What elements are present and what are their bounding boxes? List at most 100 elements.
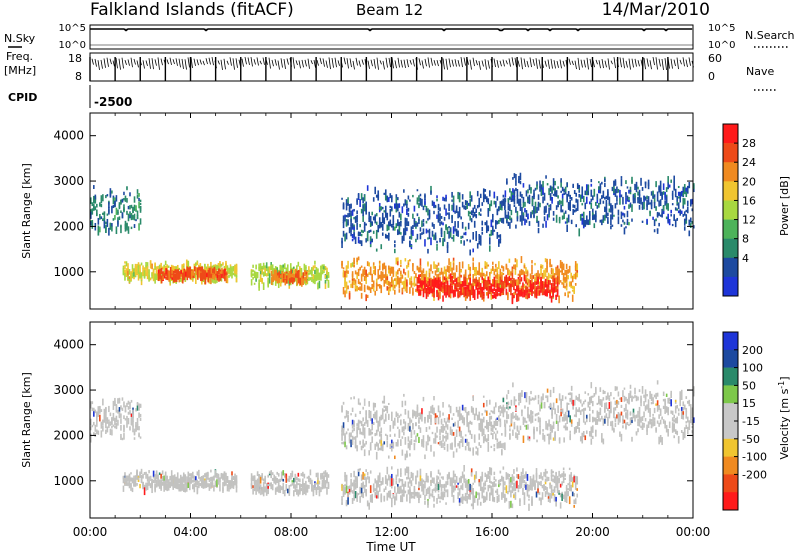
power-cell (565, 269, 568, 278)
velocity-cell (326, 487, 328, 495)
power-cell (428, 228, 431, 234)
power-cell (458, 270, 461, 277)
velocity-cell (565, 486, 568, 490)
velocity-cell (401, 493, 404, 497)
power-cell (566, 224, 568, 232)
velocity-cell (538, 491, 541, 495)
power-cell (677, 196, 680, 199)
power-cell (390, 284, 393, 287)
power-cell (181, 265, 184, 271)
freq-trace-segment (568, 58, 571, 65)
power-cell (321, 264, 324, 269)
power-cell (582, 211, 585, 215)
power-cell (430, 280, 432, 285)
power-cell (189, 269, 192, 275)
freq-tick-top: 18 (68, 52, 82, 65)
freq-trace-segment (127, 59, 130, 66)
velocity-cell (407, 481, 410, 488)
power-cell (524, 201, 526, 207)
velocity-cell (226, 484, 229, 492)
power-cell (534, 187, 537, 191)
velocity-cell (425, 488, 428, 496)
power-cell (398, 280, 401, 289)
velocity-cell (347, 497, 349, 505)
power-cell (671, 190, 674, 193)
velocity-cell (485, 491, 488, 498)
power-cell (512, 192, 514, 199)
power-cell (683, 184, 686, 192)
power-cell (571, 289, 574, 292)
power-cell (225, 272, 228, 276)
velocity-cell (172, 481, 175, 488)
power-cell (102, 218, 104, 222)
velocity-cell (173, 482, 176, 489)
power-cell (397, 269, 399, 275)
velocity-cell (356, 478, 358, 483)
velocity-cell (274, 477, 277, 485)
power-cell (372, 262, 375, 268)
power-cell (493, 287, 496, 291)
power-cell (424, 277, 426, 284)
velocity-cell (351, 482, 354, 487)
velocity-cell (205, 472, 208, 480)
velocity-cell (184, 482, 187, 489)
power-cell (422, 283, 425, 290)
power-cell (397, 206, 399, 209)
power-cell (482, 285, 485, 291)
freq-trace-segment (496, 60, 499, 68)
power-cell (467, 210, 470, 217)
power-cell (433, 234, 435, 240)
power-cell (496, 232, 499, 239)
power-cell (498, 219, 500, 224)
power-cell (499, 276, 502, 283)
velocity-cell (455, 476, 458, 482)
power-cell (495, 293, 497, 299)
power-cell (549, 258, 551, 265)
velocity-cell (305, 487, 307, 493)
freq-trace-segment (451, 59, 454, 67)
power-cell (351, 281, 354, 289)
velocity-cell (392, 478, 395, 486)
velocity-cell (490, 469, 493, 476)
power-cell (221, 267, 223, 272)
power-cell (359, 240, 361, 244)
freq-trace-segment (472, 57, 475, 67)
velocity-cell (252, 485, 254, 489)
power-cell (413, 276, 416, 285)
power-cell (378, 202, 381, 210)
velocity-cell (404, 468, 407, 476)
power-cell (392, 215, 395, 222)
power-cell (545, 220, 547, 228)
freq-trace-segment (679, 59, 682, 65)
power-cell (106, 218, 109, 227)
power-cell (327, 272, 330, 277)
power-cell (541, 264, 544, 269)
power-cell (348, 227, 351, 234)
power-cell (475, 278, 478, 285)
power-cell (401, 235, 404, 244)
power-cell (422, 223, 425, 227)
velocity-cell (573, 476, 576, 483)
power-cell (416, 213, 419, 217)
power-cell (601, 195, 603, 200)
power-cell (490, 292, 493, 297)
velocity-cell (100, 430, 103, 438)
power-cell (575, 208, 578, 212)
power-cell (178, 267, 181, 271)
power-cell (157, 274, 160, 281)
velocity-cell (222, 487, 224, 493)
velocity-cell (139, 475, 141, 478)
velocity-cell (195, 483, 197, 488)
power-cell (443, 276, 446, 280)
power-cell (446, 245, 449, 254)
power-cell (449, 274, 452, 282)
power-cell (501, 292, 503, 296)
power-cell (460, 235, 462, 239)
power-cell (537, 220, 540, 227)
velocity-cell (351, 490, 354, 494)
freq-trace-segment (382, 60, 385, 70)
velocity-cell (354, 436, 357, 444)
velocity-cell (368, 476, 370, 484)
power-cell (363, 194, 366, 202)
power-cell (449, 261, 452, 269)
